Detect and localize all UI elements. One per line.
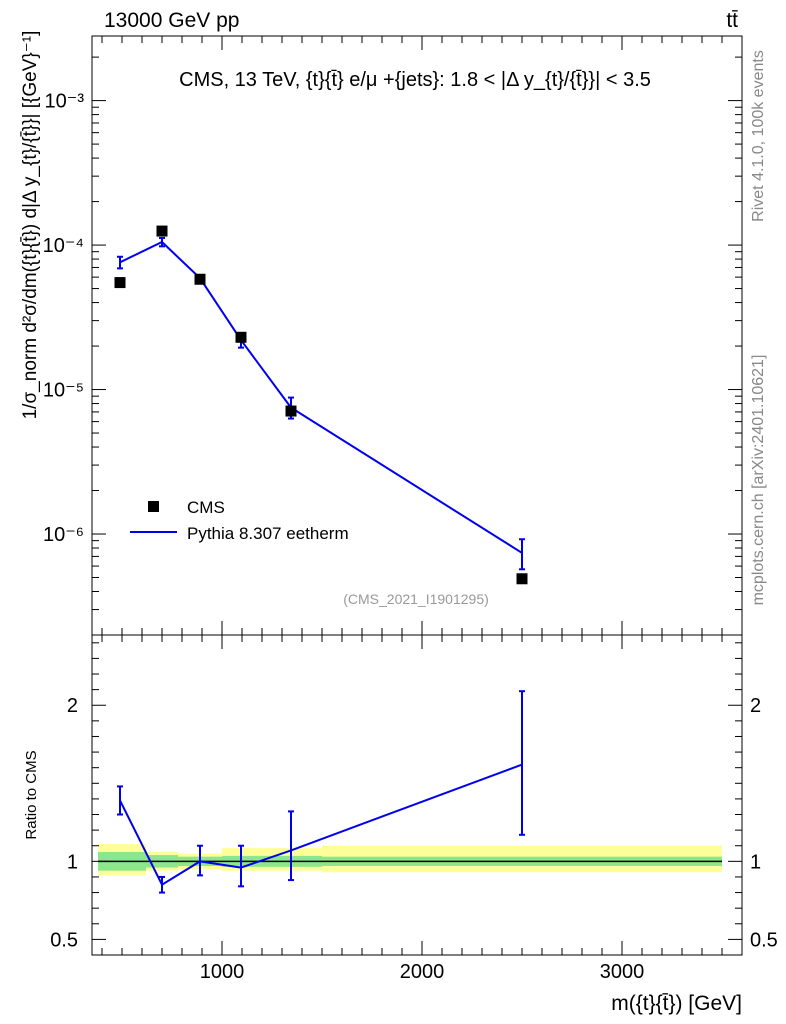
ratio-axis-ticks (92, 635, 742, 956)
ratio-ylabel: Ratio to CMS (23, 750, 40, 839)
main-axis-ticks (92, 36, 742, 636)
cms-data-point (156, 225, 168, 237)
header-left: 13000 GeV pp (104, 9, 239, 32)
cms-data-point (516, 573, 528, 585)
ratio-y-tick-label-right: 1 (750, 851, 761, 873)
x-axis-label: m({t}{t̄}) [GeV] (611, 992, 742, 1015)
legend-label-cms: CMS (187, 498, 225, 517)
ratio-y-tick-label: 0.5 (50, 929, 78, 951)
main-ylabel: 1/σ_norm d²σ/dm({t}{t̄}) d|Δ y_{t}/{t̄}}… (20, 31, 41, 420)
legend-marker-cms (148, 501, 159, 512)
x-tick-label: 3000 (600, 961, 645, 983)
y-tick-label: 10⁻⁵ (43, 380, 84, 402)
legend-label-mc: Pythia 8.307 eetherm (187, 524, 349, 543)
mcplots-label: mcplots.cern.ch [arXiv:2401.10621] (750, 355, 767, 606)
header-right: tt̄ (726, 9, 738, 32)
legend: CMS Pythia 8.307 eetherm (130, 498, 349, 543)
watermark: (CMS_2021_I1901295) (343, 591, 489, 607)
cms-data-point (194, 273, 206, 285)
mc-series-line (119, 240, 523, 554)
ratio-tick-labels: 0.5 0.5 1 1 2 2 1000 2000 3000 (50, 695, 778, 983)
cms-data-point (235, 331, 247, 343)
ratio-series-line (119, 763, 523, 887)
y-tick-label: 10⁻⁶ (43, 524, 84, 546)
main-data (114, 225, 528, 585)
main-title: CMS, 13 TeV, {t}{t̄} e/μ +{jets}: 1.8 < … (179, 69, 651, 91)
x-tick-label: 1000 (200, 961, 245, 983)
ratio-panel: Ratio to CMS 0.5 0.5 1 1 2 2 1000 2000 3000 m({t… (23, 634, 778, 1015)
ratio-y-tick-label: 1 (67, 851, 78, 873)
ratio-y-tick-label-right: 0.5 (750, 929, 778, 951)
main-frame (91, 35, 743, 636)
ratio-uncertainty-bands (98, 844, 722, 876)
ratio-frame (91, 634, 743, 956)
rivet-label: Rivet 4.1.0, 100k events (750, 50, 767, 222)
ratio-y-tick-label: 2 (67, 695, 78, 717)
y-tick-label: 10⁻⁴ (43, 235, 84, 257)
ratio-y-tick-label-right: 2 (750, 695, 761, 717)
x-tick-label: 2000 (400, 961, 445, 983)
cms-data-point (285, 405, 297, 417)
main-y-tick-labels: 10⁻⁶ 10⁻⁵ 10⁻⁴ 10⁻³ (43, 91, 85, 546)
main-panel: CMS, 13 TeV, {t}{t̄} e/μ +{jets}: 1.8 < … (20, 31, 743, 636)
y-tick-label: 10⁻³ (45, 91, 85, 113)
ratio-data (117, 690, 525, 894)
cms-data-point (114, 277, 126, 289)
